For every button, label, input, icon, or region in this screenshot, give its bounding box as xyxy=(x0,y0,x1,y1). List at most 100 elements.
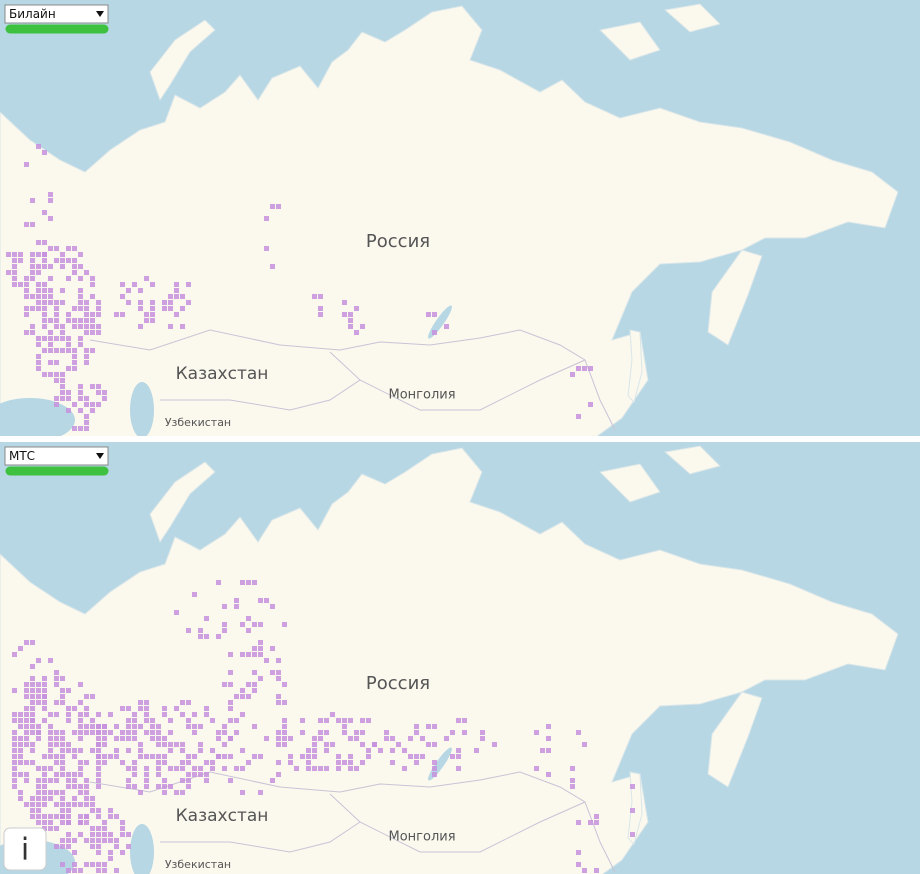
coverage-cell xyxy=(186,760,191,765)
coverage-cell xyxy=(234,604,239,609)
coverage-cell xyxy=(48,300,53,305)
coverage-cell xyxy=(54,760,59,765)
coverage-cell xyxy=(582,868,587,873)
place-label: Узбекистан xyxy=(165,858,231,871)
coverage-cell xyxy=(30,222,35,227)
coverage-cell xyxy=(90,312,95,317)
coverage-cell xyxy=(24,688,29,693)
coverage-cell xyxy=(462,718,467,723)
coverage-cell xyxy=(96,754,101,759)
coverage-cell xyxy=(108,832,113,837)
coverage-cell xyxy=(318,718,323,723)
coverage-cell xyxy=(48,336,53,341)
operator-select[interactable]: МТС xyxy=(4,446,109,466)
coverage-cell xyxy=(132,724,137,729)
coverage-cell xyxy=(42,754,47,759)
coverage-cell xyxy=(72,850,77,855)
coverage-cell xyxy=(330,712,335,717)
coverage-cell xyxy=(228,718,233,723)
coverage-cell xyxy=(354,730,359,735)
coverage-cell xyxy=(360,742,365,747)
coverage-cell xyxy=(60,288,65,293)
coverage-cell xyxy=(180,712,185,717)
coverage-cell xyxy=(222,724,227,729)
coverage-cell xyxy=(84,420,89,425)
coverage-cell xyxy=(66,772,71,777)
coverage-cell xyxy=(126,784,131,789)
coverage-cell xyxy=(42,796,47,801)
coverage-cell xyxy=(48,264,53,269)
coverage-cell xyxy=(312,748,317,753)
coverage-cell xyxy=(132,718,137,723)
coverage-cell xyxy=(354,736,359,741)
coverage-cell xyxy=(258,676,263,681)
info-button[interactable]: i xyxy=(3,827,47,871)
coverage-cell xyxy=(234,694,239,699)
coverage-cell xyxy=(42,766,47,771)
map-view: Россия Казахстан Монголия Узбекистан xyxy=(0,441,920,874)
coverage-cell xyxy=(96,844,101,849)
coverage-cell xyxy=(174,706,179,711)
coverage-cell xyxy=(354,330,359,335)
coverage-cell xyxy=(84,784,89,789)
coverage-cell xyxy=(42,300,47,305)
coverage-cell xyxy=(18,772,23,777)
coverage-cell xyxy=(78,766,83,771)
coverage-cell xyxy=(186,628,191,633)
coverage-cell xyxy=(276,772,281,777)
coverage-cell xyxy=(216,754,221,759)
coverage-cell xyxy=(168,306,173,311)
coverage-cell xyxy=(78,294,83,299)
coverage-cell xyxy=(36,360,41,365)
coverage-cell xyxy=(378,748,383,753)
coverage-cell xyxy=(48,742,53,747)
coverage-cell xyxy=(126,748,131,753)
coverage-cell xyxy=(36,784,41,789)
coverage-cell xyxy=(12,718,17,723)
coverage-cell xyxy=(348,318,353,323)
coverage-cell xyxy=(174,766,179,771)
coverage-cell xyxy=(216,580,221,585)
coverage-cell xyxy=(60,820,65,825)
coverage-cell xyxy=(36,264,41,269)
coverage-cell xyxy=(84,414,89,419)
coverage-cell xyxy=(78,288,83,293)
coverage-cell xyxy=(84,760,89,765)
coverage-cell xyxy=(30,748,35,753)
coverage-cell xyxy=(60,336,65,341)
coverage-cell xyxy=(54,826,59,831)
coverage-cell xyxy=(108,754,113,759)
coverage-cell xyxy=(240,766,245,771)
coverage-cell xyxy=(78,318,83,323)
coverage-cell xyxy=(264,216,269,221)
coverage-cell xyxy=(174,742,179,747)
coverage-cell xyxy=(90,276,95,281)
coverage-cell xyxy=(318,730,323,735)
coverage-cell xyxy=(336,760,341,765)
coverage-cell xyxy=(132,282,137,287)
coverage-cell xyxy=(42,264,47,269)
coverage-cell xyxy=(366,748,371,753)
coverage-cell xyxy=(84,312,89,317)
coverage-cell xyxy=(264,736,269,741)
coverage-cell xyxy=(96,868,101,873)
coverage-cell xyxy=(60,372,65,377)
coverage-cell xyxy=(306,760,311,765)
coverage-cell xyxy=(72,784,77,789)
coverage-cell xyxy=(12,784,17,789)
coverage-cell xyxy=(36,766,41,771)
coverage-cell xyxy=(480,730,485,735)
coverage-cell xyxy=(12,736,17,741)
coverage-cell xyxy=(66,408,71,413)
coverage-cell xyxy=(72,706,77,711)
coverage-cell xyxy=(456,754,461,759)
coverage-cell xyxy=(342,724,347,729)
coverage-cell xyxy=(150,730,155,735)
coverage-cell xyxy=(192,712,197,717)
coverage-cell xyxy=(120,706,125,711)
coverage-cell xyxy=(42,706,47,711)
operator-select[interactable]: Билайн xyxy=(4,4,109,24)
coverage-cell xyxy=(132,784,137,789)
coverage-cell xyxy=(240,712,245,717)
